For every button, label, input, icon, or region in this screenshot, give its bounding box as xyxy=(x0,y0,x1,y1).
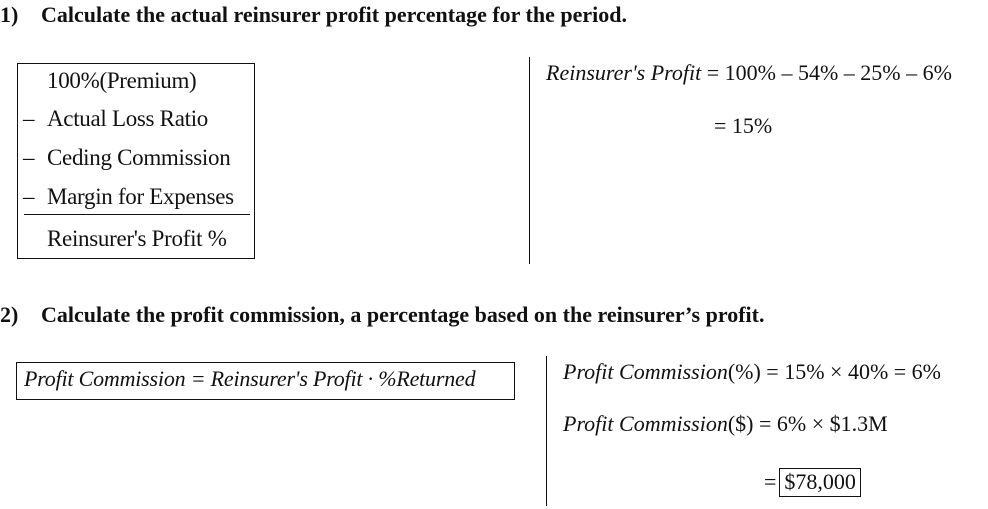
profit-row-sign: – xyxy=(23,145,35,170)
profit-components-box: 100%(Premium) – Actual Loss Ratio – Cedi… xyxy=(17,63,255,259)
question-1-number: 1) xyxy=(0,2,19,27)
profit-result-label: Reinsurer's Profit % xyxy=(47,226,227,251)
question-1-heading: 1) Calculate the actual reinsurer profit … xyxy=(0,2,627,28)
profit-row-label: Actual Loss Ratio xyxy=(47,106,208,131)
question-2-heading: 2) Calculate the profit commission, a per… xyxy=(0,302,765,328)
question-2-number: 2) xyxy=(0,302,19,327)
profit-row-sign: – xyxy=(23,184,35,209)
commission-formula-box: Profit Commission = Reinsurer's Profit ·… xyxy=(16,362,515,400)
commission-term: Profit Commission xyxy=(563,411,728,436)
commission-percent-equation: Profit Commission(%) = 15% × 40% = 6% xyxy=(563,359,941,385)
profit-row-label: Margin for Expenses xyxy=(47,184,234,209)
column-divider xyxy=(529,57,530,264)
question-2-text: Calculate the profit commission, a perce… xyxy=(41,302,765,327)
column-divider xyxy=(546,356,547,506)
commission-dollar-expression: ($) = 6% × $1.3M xyxy=(727,411,888,436)
profit-row-label: Ceding Commission xyxy=(47,145,231,170)
profit-row-label: 100%(Premium) xyxy=(47,68,197,93)
commission-dollar-equation: Profit Commission($) = 6% × $1.3M xyxy=(563,411,888,437)
commission-percent-expression: (%) = 15% × 40% = 6% xyxy=(727,359,942,384)
commission-answer-line: = $78,000 xyxy=(764,468,861,497)
reinsurer-profit-equation: Reinsurer's Profit = 100% – 54% – 25% – … xyxy=(546,60,952,86)
final-answer-box: $78,000 xyxy=(779,468,861,497)
question-1-text: Calculate the actual reinsurer profit pe… xyxy=(41,2,627,27)
profit-row-sign: – xyxy=(23,106,35,131)
equals-sign: = xyxy=(764,469,777,494)
reinsurer-profit-result: = 15% xyxy=(714,113,773,138)
commission-term: Profit Commission xyxy=(563,359,728,384)
sum-divider-line xyxy=(24,214,250,215)
reinsurer-profit-expression: = 100% – 54% – 25% – 6% xyxy=(706,60,952,85)
reinsurer-profit-term: Reinsurer's Profit xyxy=(546,60,702,85)
